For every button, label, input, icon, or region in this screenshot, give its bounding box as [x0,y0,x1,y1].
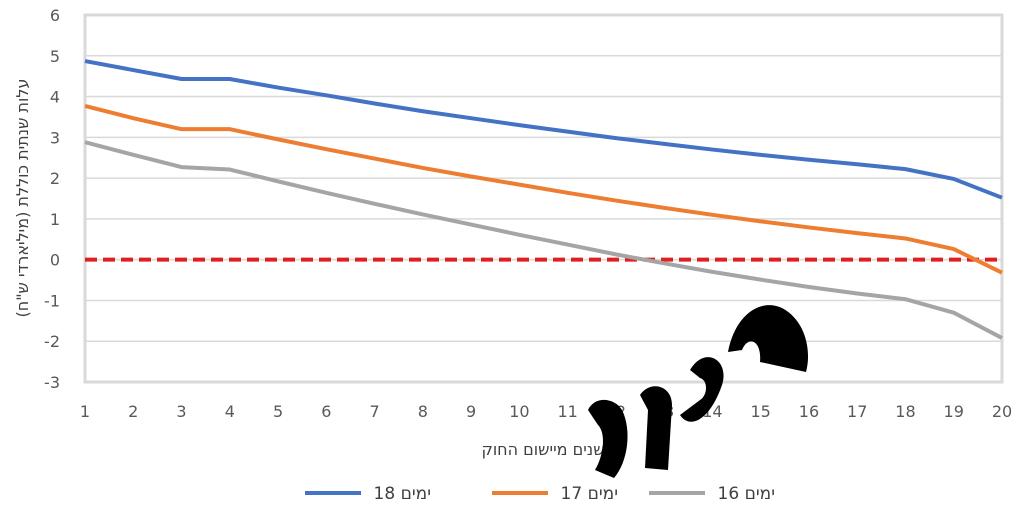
x-tick-label: 8 [418,402,428,421]
x-tick-label: 16 [799,402,819,421]
y-tick-label: -2 [44,332,60,351]
legend-label: 16 ימים [718,484,775,504]
watermark-shape [680,357,724,422]
x-tick-label: 3 [176,402,186,421]
y-tick-label: 5 [50,47,60,66]
y-tick-label: 1 [50,210,60,229]
y-tick-label: -3 [44,373,60,392]
watermark-shape [640,386,672,470]
series-line [84,140,1003,340]
x-tick-label: 4 [225,402,235,421]
legend-label: 17 ימים [561,484,618,504]
y-tick-label: 4 [50,88,60,107]
x-tick-label: 2 [128,402,138,421]
y-tick-label: 6 [50,6,60,25]
y-axis-title: עלות שנתית כוללת (מיליארדי ש"ח) [13,79,32,318]
legend: 18 ימים 17 ימים 16 ימים [305,484,775,504]
gridlines [85,14,1002,383]
watermark-shape [588,399,628,478]
legend-label: 18 ימים [374,484,431,504]
y-tick-label: -1 [44,291,60,310]
series-line [84,103,1003,275]
y-axis-ticks: -3 -2 -1 0 1 2 3 4 5 6 [44,6,60,392]
x-axis-title: שנים מיישום החוק [481,440,604,459]
y-tick-label: 3 [50,128,60,147]
y-tick-label: 2 [50,169,60,188]
x-tick-label: 20 [992,402,1012,421]
y-tick-label: 0 [50,251,60,270]
x-tick-label: 11 [557,402,577,421]
x-tick-label: 10 [509,402,529,421]
x-tick-label: 1 [80,402,90,421]
watermark [588,305,809,478]
x-tick-label: 7 [369,402,379,421]
plot-area [83,13,1004,384]
x-tick-label: 6 [321,402,331,421]
x-tick-label: 17 [847,402,867,421]
x-tick-label: 18 [895,402,915,421]
series-lines [84,59,1003,340]
series-line [84,59,1003,200]
x-tick-label: 9 [466,402,476,421]
x-tick-label: 5 [273,402,283,421]
x-axis-ticks: 1234567891011121314151617181920 [80,402,1012,421]
watermark-shape [728,305,809,372]
x-tick-label: 19 [944,402,964,421]
x-tick-label: 15 [751,402,771,421]
